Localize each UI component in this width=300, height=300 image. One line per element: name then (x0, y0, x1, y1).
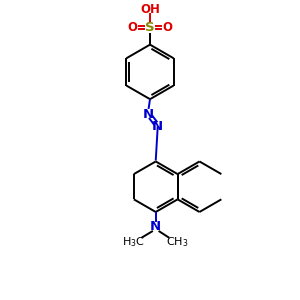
Text: N: N (143, 108, 154, 121)
Text: O: O (128, 21, 138, 34)
Text: N: N (152, 120, 163, 133)
Text: O: O (162, 21, 172, 34)
Text: S: S (145, 21, 155, 34)
Text: H$_3$C: H$_3$C (122, 235, 145, 249)
Text: OH: OH (140, 3, 160, 16)
Text: N: N (150, 220, 161, 233)
Text: CH$_3$: CH$_3$ (166, 235, 188, 249)
